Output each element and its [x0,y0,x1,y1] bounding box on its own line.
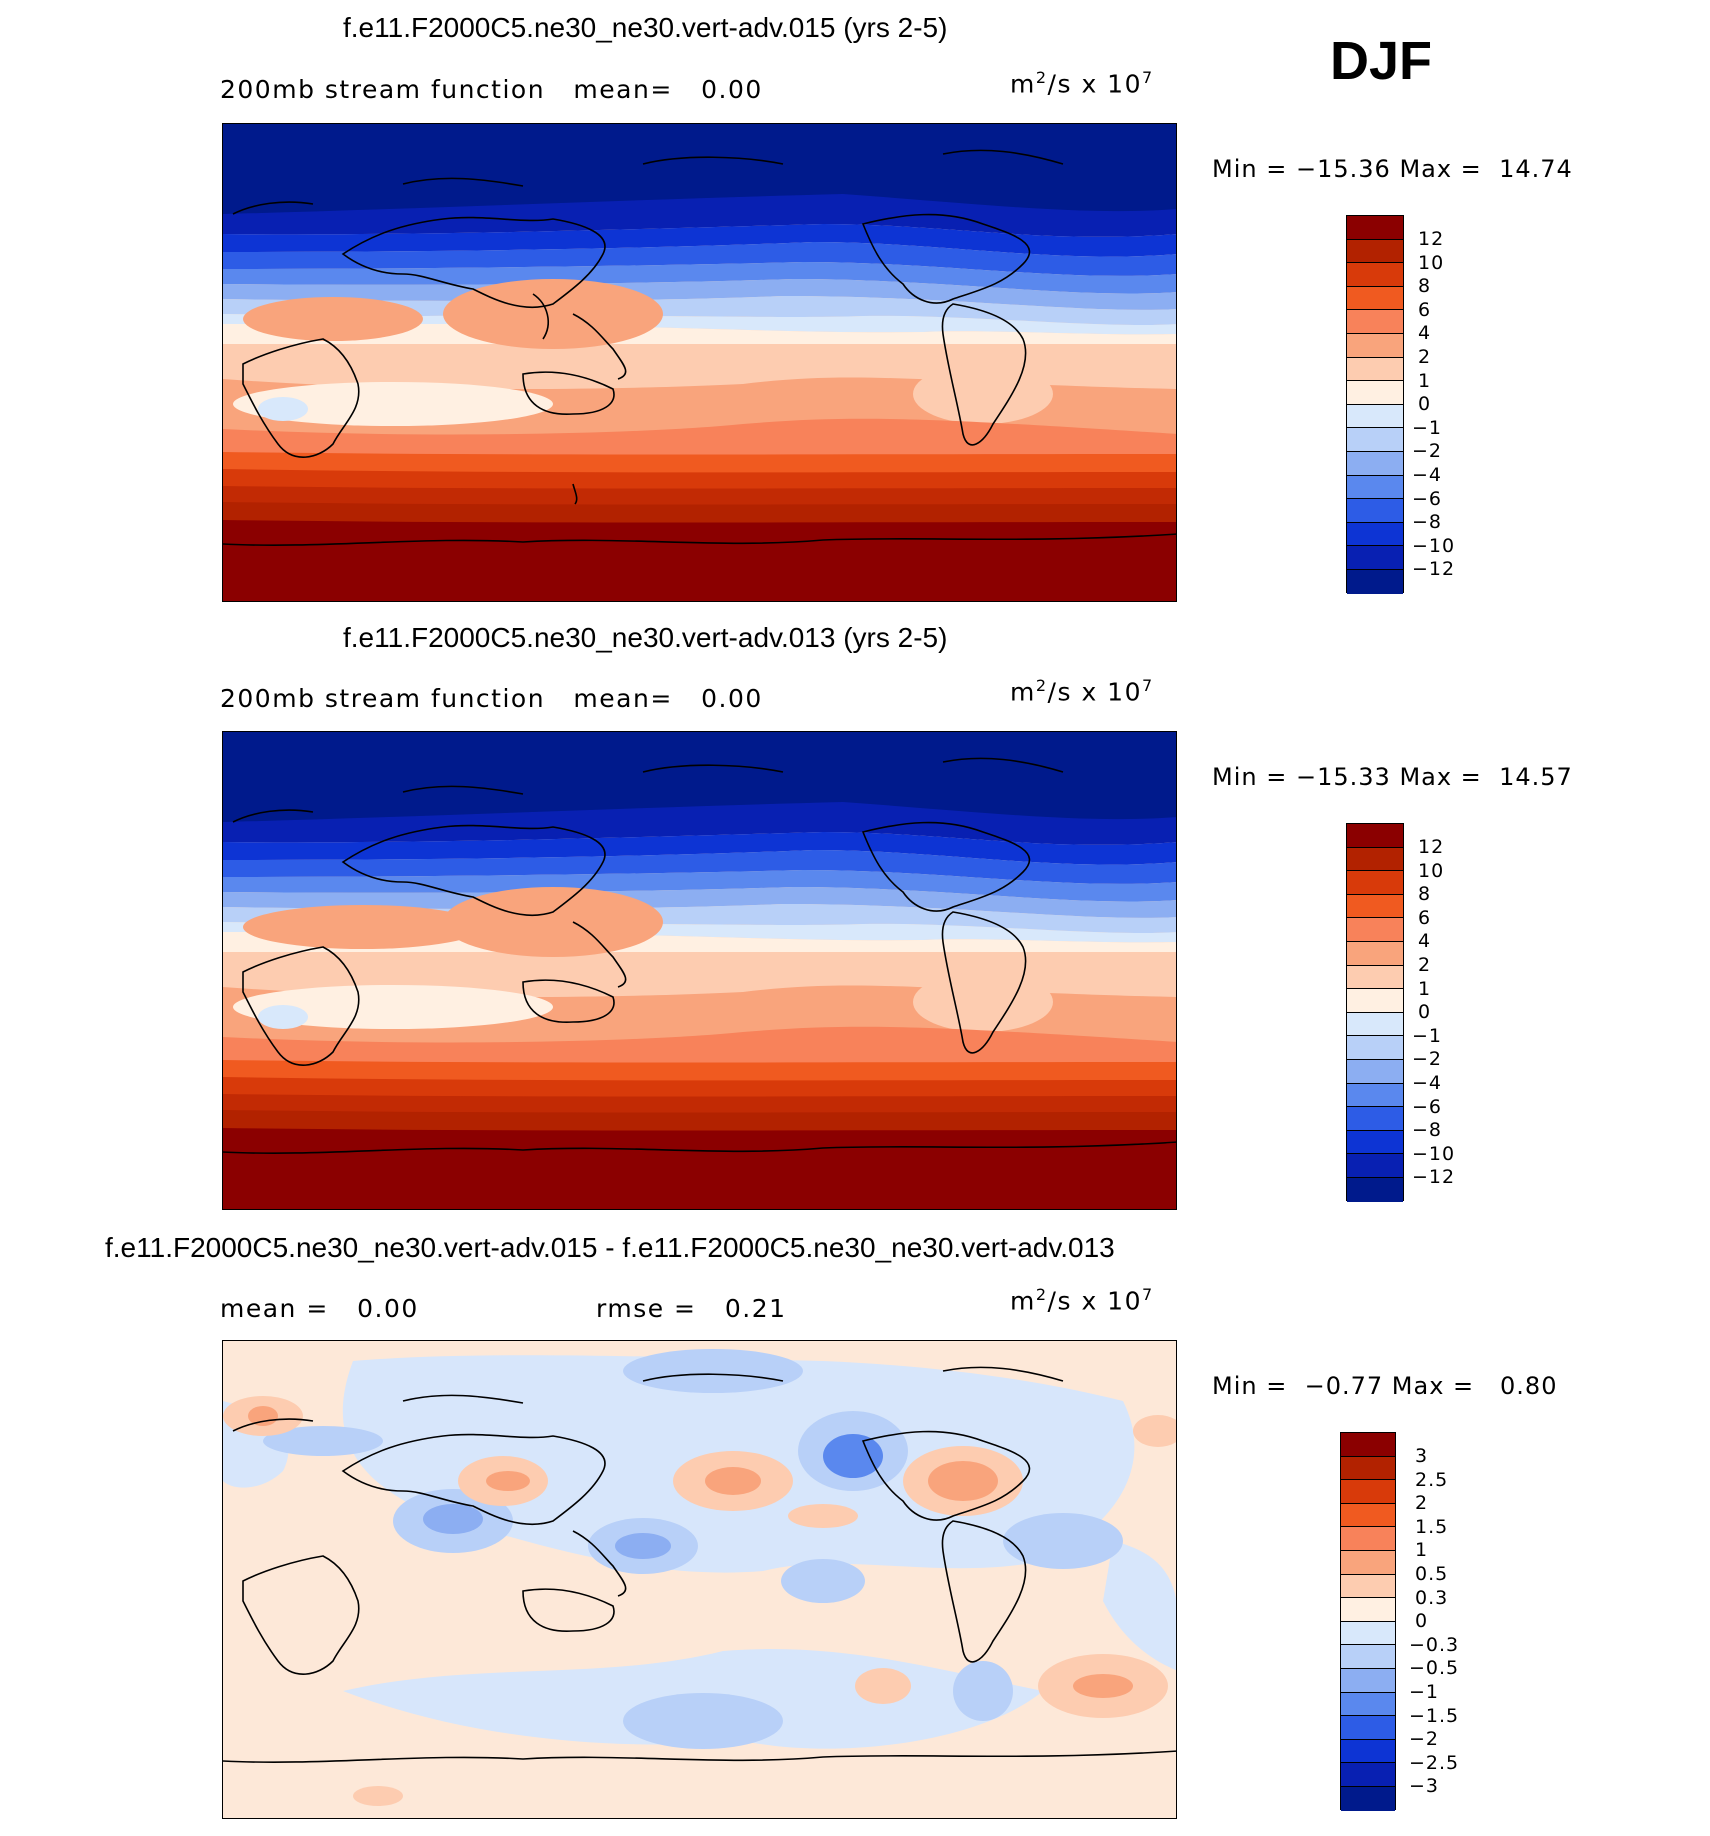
colorbar-label: 10 [1418,859,1445,882]
panel2-units: m2/s x 107 [1010,676,1154,707]
colorbar-label: 6 [1418,906,1432,929]
panel1-title: f.e11.F2000C5.ne30_ne30.vert-adv.015 (yr… [343,12,948,43]
colorbar-label: 1 [1418,977,1432,1000]
panel1-colorbar [1346,215,1404,594]
colorbar-label: −4 [1412,464,1443,486]
colorbar-label: 1 [1418,369,1432,392]
colorbar-label: −2.5 [1409,1751,1460,1774]
colorbar-label: −12 [1412,1166,1456,1189]
panel3-map [222,1340,1177,1819]
colorbar-label: −12 [1412,558,1456,581]
colorbar-label: −2 [1412,1048,1443,1071]
colorbar-label: −4 [1412,1072,1443,1094]
colorbar-label: 2 [1415,1492,1429,1515]
colorbar-label: 2 [1418,954,1432,976]
colorbar-label: −1 [1412,1024,1443,1047]
colorbar-label: 0 [1418,393,1432,416]
colorbar-label: 0.3 [1415,1586,1449,1609]
panel1-map [222,123,1177,602]
colorbar-label: 8 [1418,275,1432,298]
panel2-variable: 200mb stream function mean= 0.00 [220,684,763,713]
panel3-minmax: Min = −0.77 Max = 0.80 [1212,1372,1558,1400]
colorbar-label: −10 [1412,534,1456,557]
colorbar-label: 1.5 [1415,1515,1449,1538]
colorbar-label: −3 [1409,1775,1440,1798]
colorbar-label: −8 [1412,1119,1443,1142]
season-label: DJF [1330,31,1433,91]
colorbar-label: 4 [1418,930,1432,953]
colorbar-label: −0.5 [1409,1657,1460,1680]
panel2-minmax: Min = −15.33 Max = 14.57 [1212,763,1573,791]
colorbar-label: −6 [1412,487,1443,510]
colorbar-label: 2 [1418,346,1432,368]
panel1-units: m2/s x 107 [1010,68,1154,99]
panel2-colorbar [1346,823,1404,1202]
colorbar-label: 3 [1415,1445,1429,1467]
colorbar-label: −0.3 [1409,1633,1460,1656]
colorbar-label: 12 [1418,228,1445,250]
colorbar-label: 0 [1415,1610,1429,1633]
colorbar-label: −1 [1409,1681,1440,1703]
colorbar-label: 12 [1418,836,1445,858]
panel3-mean: mean = 0.00 [220,1294,419,1323]
colorbar-label: 1 [1415,1539,1429,1562]
panel1-minmax: Min = −15.36 Max = 14.74 [1212,155,1573,183]
colorbar-label: 2.5 [1415,1468,1449,1491]
panel3-units: m2/s x 107 [1010,1285,1154,1316]
colorbar-label: 8 [1418,883,1432,906]
colorbar-label: 10 [1418,251,1445,274]
colorbar-label: 0.5 [1415,1563,1449,1585]
colorbar-label: 0 [1418,1001,1432,1024]
panel3-title: f.e11.F2000C5.ne30_ne30.vert-adv.015 - f… [105,1232,1115,1263]
colorbar-label: −2 [1409,1728,1440,1751]
panel3-colorbar [1340,1432,1396,1811]
colorbar-label: −6 [1412,1095,1443,1118]
colorbar-label: 4 [1418,322,1432,345]
colorbar-label: −2 [1412,440,1443,463]
panel2-map [222,731,1177,1210]
colorbar-label: −10 [1412,1142,1456,1165]
colorbar-label: 6 [1418,298,1432,321]
panel3-rmse: rmse = 0.21 [596,1294,787,1323]
panel1-variable: 200mb stream function mean= 0.00 [220,75,763,104]
colorbar-label: −8 [1412,511,1443,534]
panel2-title: f.e11.F2000C5.ne30_ne30.vert-adv.013 (yr… [343,622,948,653]
colorbar-label: −1 [1412,416,1443,439]
colorbar-label: −1.5 [1409,1704,1460,1727]
